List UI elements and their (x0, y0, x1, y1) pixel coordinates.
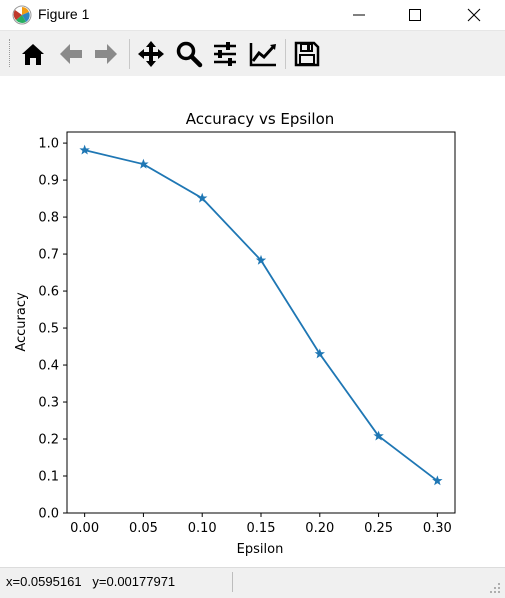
line-chart-icon (249, 43, 276, 67)
navigation-toolbar (0, 31, 505, 76)
plot-area (66, 131, 456, 514)
coordinate-readout: x=0.0595161 y=0.00177971 (6, 574, 175, 589)
pan-button[interactable] (134, 37, 168, 71)
back-button[interactable] (54, 37, 88, 71)
save-button[interactable] (290, 37, 324, 71)
y-readout: y=0.00177971 (92, 574, 176, 589)
y-tick-label: 0.0 (38, 507, 59, 522)
chart-title: Accuracy vs Epsilon (186, 110, 335, 128)
arrow-left-icon (60, 44, 82, 64)
series-layer (79, 144, 443, 486)
y-axis-label: Accuracy (14, 292, 29, 352)
data-point-star (373, 430, 384, 441)
move-icon (138, 41, 164, 67)
minimize-icon (353, 14, 365, 16)
y-tick-label: 0.4 (38, 359, 59, 374)
x-axis-label: Epsilon (237, 542, 284, 557)
toolbar-separator (129, 39, 130, 69)
forward-button[interactable] (89, 37, 123, 71)
maximize-button[interactable] (392, 0, 438, 30)
y-tick-label: 0.3 (38, 396, 59, 411)
title-bar: Figure 1 (0, 0, 505, 31)
toolbar-separator (285, 39, 286, 69)
toolbar-grip (9, 39, 13, 67)
home-icon (22, 44, 44, 65)
data-point-star (79, 144, 90, 155)
matplotlib-logo-icon (12, 5, 32, 25)
x-readout: x=0.0595161 (6, 574, 82, 589)
zoom-button[interactable] (172, 37, 206, 71)
x-tick-label: 0.05 (129, 521, 158, 536)
x-tick-label: 0.20 (305, 521, 334, 536)
floppy-disk-icon (294, 41, 320, 67)
figure-canvas[interactable]: Accuracy vs Epsilon 0.0 0.1 0.2 0.3 0.4 0.5 0.… (0, 76, 505, 567)
magnifier-icon (176, 41, 203, 68)
y-tick-label: 0.6 (38, 285, 59, 300)
y-tick-label: 0.2 (38, 433, 59, 448)
home-button[interactable] (16, 37, 50, 71)
data-point-star (255, 254, 267, 265)
y-tick-label: 0.5 (38, 322, 59, 337)
subplots-button[interactable] (208, 37, 242, 71)
data-point-star (197, 192, 208, 203)
close-button[interactable] (451, 0, 497, 30)
status-separator (232, 572, 233, 592)
minimize-button[interactable] (336, 0, 382, 30)
y-tick-label: 0.9 (38, 174, 59, 189)
sliders-icon (214, 42, 236, 66)
maximize-icon (409, 9, 421, 21)
x-tick-label: 0.15 (247, 521, 276, 536)
arrow-right-icon (95, 44, 117, 64)
resize-grip-icon[interactable] (489, 582, 501, 594)
x-tick-label: 0.10 (188, 521, 217, 536)
x-tick-label: 0.30 (423, 521, 452, 536)
x-tick-label: 0.25 (364, 521, 393, 536)
y-tick-label: 1.0 (38, 137, 59, 152)
x-tick-label: 0.00 (70, 521, 99, 536)
status-bar: x=0.0595161 y=0.00177971 (0, 567, 505, 598)
data-point-star (138, 158, 149, 169)
edit-axes-button[interactable] (245, 37, 279, 71)
y-tick-label: 0.7 (38, 248, 59, 263)
chart[interactable]: Accuracy vs Epsilon 0.00.10.20.30.40.50.… (0, 76, 505, 567)
x-axis: 0.00 0.05 0.10 0.15 0.20 0.25 0.30 (70, 513, 452, 536)
data-point-star (432, 475, 443, 486)
y-tick-label: 0.8 (38, 211, 59, 226)
data-point-star (314, 348, 325, 359)
y-tick-label: 0.1 (38, 470, 59, 485)
y-axis: 0.0 0.1 0.2 0.3 0.4 0.5 0.6 0.7 0.8 0.9 1.0 (38, 137, 67, 522)
window-title: Figure 1 (38, 6, 90, 22)
close-icon (467, 8, 481, 22)
